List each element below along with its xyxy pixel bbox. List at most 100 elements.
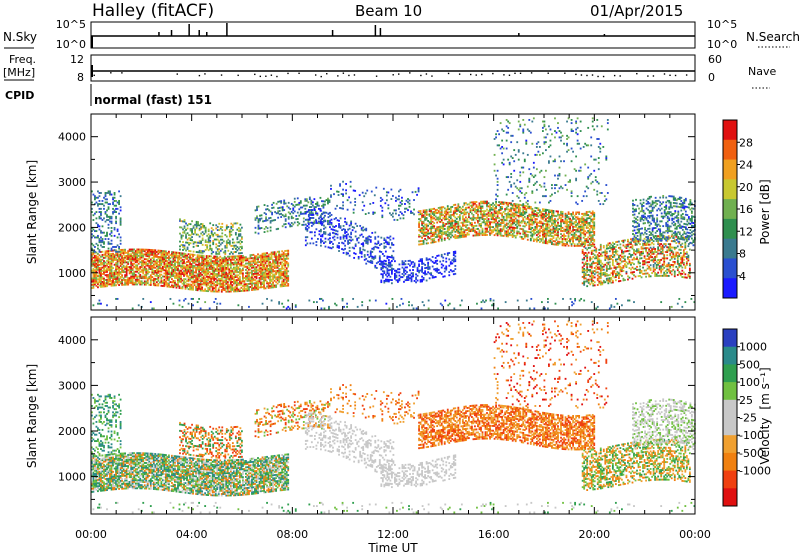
power-cell [214,284,217,287]
power-cell [203,250,206,253]
power-cell [177,269,179,272]
power-cell [128,254,131,257]
power-cell [284,264,287,267]
power-cell [421,222,423,225]
power-cell [220,282,223,285]
power-cell [221,235,224,238]
power-cell [186,224,189,227]
power-cell [446,227,449,230]
power-cell [100,260,102,263]
power-cell [278,206,281,209]
power-cell [115,249,117,252]
power-cell [525,205,528,208]
power-cell [437,227,440,230]
power-cell [437,254,440,257]
power-cell [523,236,526,239]
power-cell [342,188,344,191]
power-cell [283,201,286,204]
power-cell [264,271,267,274]
power-cell [499,207,502,210]
power-cell [445,213,448,216]
power-cell [92,234,95,237]
power-cell [131,250,134,253]
power-cell [106,274,108,276]
power-cell [229,260,232,263]
power-cell [513,220,516,223]
power-cell [119,250,122,253]
power-cell [100,255,102,258]
power-cell [260,259,262,262]
nave-dot [342,72,345,74]
power-cell [210,252,213,255]
power-cell [439,206,442,209]
power-cell [137,262,140,265]
power-cell [310,221,313,224]
power-cell [128,267,131,270]
power-cell [498,232,501,235]
nave-dot [121,72,123,74]
power-cell [360,243,363,246]
power-cell [234,279,237,282]
power-cell [281,272,284,275]
power-cell [370,190,373,193]
power-cell [91,258,93,261]
power-cell [419,230,422,233]
power-cell [484,213,487,216]
power-cell [100,244,102,247]
power-cell [505,233,508,236]
power-cell [210,249,213,252]
power-cell [125,269,128,272]
power-cell [222,282,225,285]
power-cell [489,232,491,235]
power-cell [434,229,437,232]
power-cell [234,247,237,250]
power-cell [103,277,105,280]
nave-dot [547,72,549,74]
power-cell [225,262,228,265]
power-cell [199,256,202,259]
power-cell [472,215,475,218]
power-cell [97,247,99,250]
power-cell [95,257,98,260]
power-cell [238,263,241,266]
power-cell [534,210,537,212]
power-cell [110,256,113,259]
power-cell [407,209,409,212]
power-cell [498,204,501,207]
power-cell [364,192,367,195]
power-cell [216,258,219,261]
power-cell [275,202,278,205]
power-cell [184,287,187,290]
power-cell [202,277,205,280]
power-cell [122,283,125,286]
power-cell [433,276,436,279]
power-cell [191,229,193,232]
power-cell [528,207,531,210]
power-cell [119,217,122,220]
power-cell [383,262,386,265]
power-cell [532,238,535,241]
power-cell [204,272,207,275]
power-cell [196,263,199,266]
power-cell [260,275,262,278]
power-cell [346,208,349,211]
power-cell [284,223,287,225]
power-cell [263,276,265,279]
power-cell [252,279,255,282]
power-cell [109,253,111,256]
power-cell [374,231,377,234]
power-cell [116,276,119,279]
power-cell [549,241,552,244]
power-cell [142,270,145,273]
power-cell [193,284,196,287]
power-cell [238,264,241,267]
power-cell [478,223,481,225]
power-cell [180,253,182,256]
power-cell [269,277,271,280]
power-cell [311,204,314,207]
power-cell [237,274,240,277]
power-cell [275,281,278,284]
power-cell [112,254,114,257]
power-cell [140,270,143,273]
power-cell [113,196,116,199]
